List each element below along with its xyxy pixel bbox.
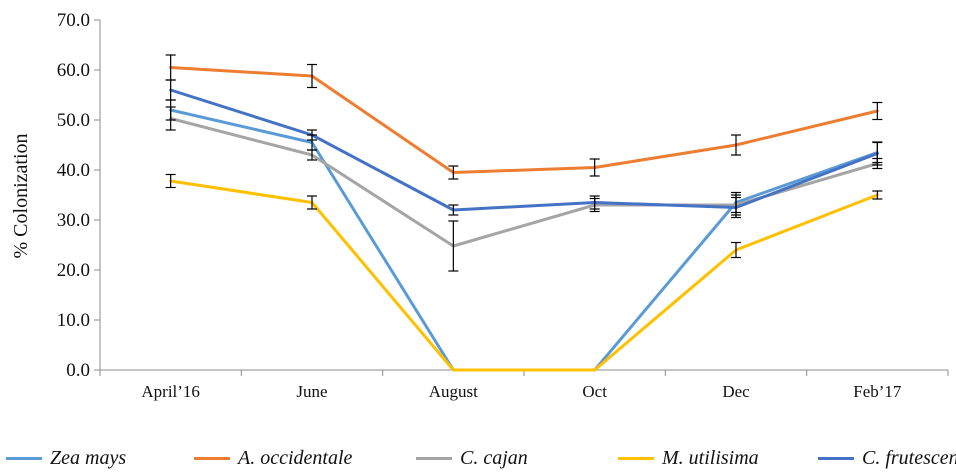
y-tick-label: 0.0 xyxy=(66,360,90,381)
legend-item: M. utilisima xyxy=(618,446,759,470)
error-bar xyxy=(872,141,883,166)
series-line-1 xyxy=(169,66,879,174)
error-bar xyxy=(448,220,459,272)
y-axis-label: % Colonization xyxy=(10,134,32,259)
error-bar xyxy=(165,173,176,189)
x-tick-label: April’16 xyxy=(141,382,200,401)
legend-item: C. frutescent xyxy=(818,446,956,470)
error-bar xyxy=(307,149,317,161)
y-tick-label: 70.0 xyxy=(57,10,90,31)
legend-label: C. cajan xyxy=(460,446,528,469)
legend-label: C. frutescent xyxy=(862,446,956,469)
series-lines xyxy=(169,66,879,372)
error-bars xyxy=(165,54,883,272)
legend-label: M. utilisima xyxy=(662,446,759,469)
legend-item: C. cajan xyxy=(416,446,528,470)
error-bar xyxy=(448,204,459,216)
error-bar xyxy=(307,195,317,210)
legend-label: A. occidentale xyxy=(238,446,353,469)
y-tick-label: 50.0 xyxy=(57,110,90,131)
chart-canvas: 0.0 10.0 20.0 30.0 40.0 50.0 60.0 70.0 April’16 J… xyxy=(10,10,949,401)
x-tick-label: June xyxy=(296,382,327,401)
legend-item: Zea mays xyxy=(6,446,126,470)
error-bar xyxy=(731,196,741,219)
x-tick-label: Feb’17 xyxy=(853,382,902,401)
error-bar xyxy=(165,106,176,131)
error-bar xyxy=(731,241,741,259)
legend-label: Zea mays xyxy=(50,446,127,469)
series-line-3 xyxy=(169,179,879,372)
error-bar xyxy=(731,134,741,156)
series-line-4 xyxy=(169,88,879,212)
x-tick-label: August xyxy=(429,382,478,401)
error-bar xyxy=(589,158,600,177)
legend-swatch xyxy=(416,456,452,460)
error-bar xyxy=(448,165,459,180)
y-tick-label: 20.0 xyxy=(57,260,90,281)
x-tick-label: Oct xyxy=(582,382,607,401)
error-bar xyxy=(872,190,883,200)
tick-labels: 0.0 10.0 20.0 30.0 40.0 50.0 60.0 70.0 April’16 J… xyxy=(57,10,902,401)
y-tick-label: 40.0 xyxy=(57,160,90,181)
y-tick-label: 30.0 xyxy=(57,210,90,231)
x-tick-label: Dec xyxy=(722,382,750,401)
error-bar xyxy=(872,101,883,121)
legend-swatch xyxy=(6,456,42,460)
error-bar xyxy=(589,195,600,210)
y-tick-label: 60.0 xyxy=(57,60,90,81)
legend-swatch xyxy=(194,456,230,460)
error-bar xyxy=(307,129,317,141)
legend-item: A. occidentale xyxy=(194,446,352,470)
legend: Zea mays A. occidentale C. cajan M. utilisi… xyxy=(0,446,956,470)
series-line-0 xyxy=(169,108,879,372)
error-bar xyxy=(307,63,317,89)
axes xyxy=(94,19,949,376)
legend-swatch xyxy=(618,456,654,460)
error-bar xyxy=(165,79,176,101)
legend-swatch xyxy=(818,456,854,460)
y-tick-label: 10.0 xyxy=(57,310,90,331)
